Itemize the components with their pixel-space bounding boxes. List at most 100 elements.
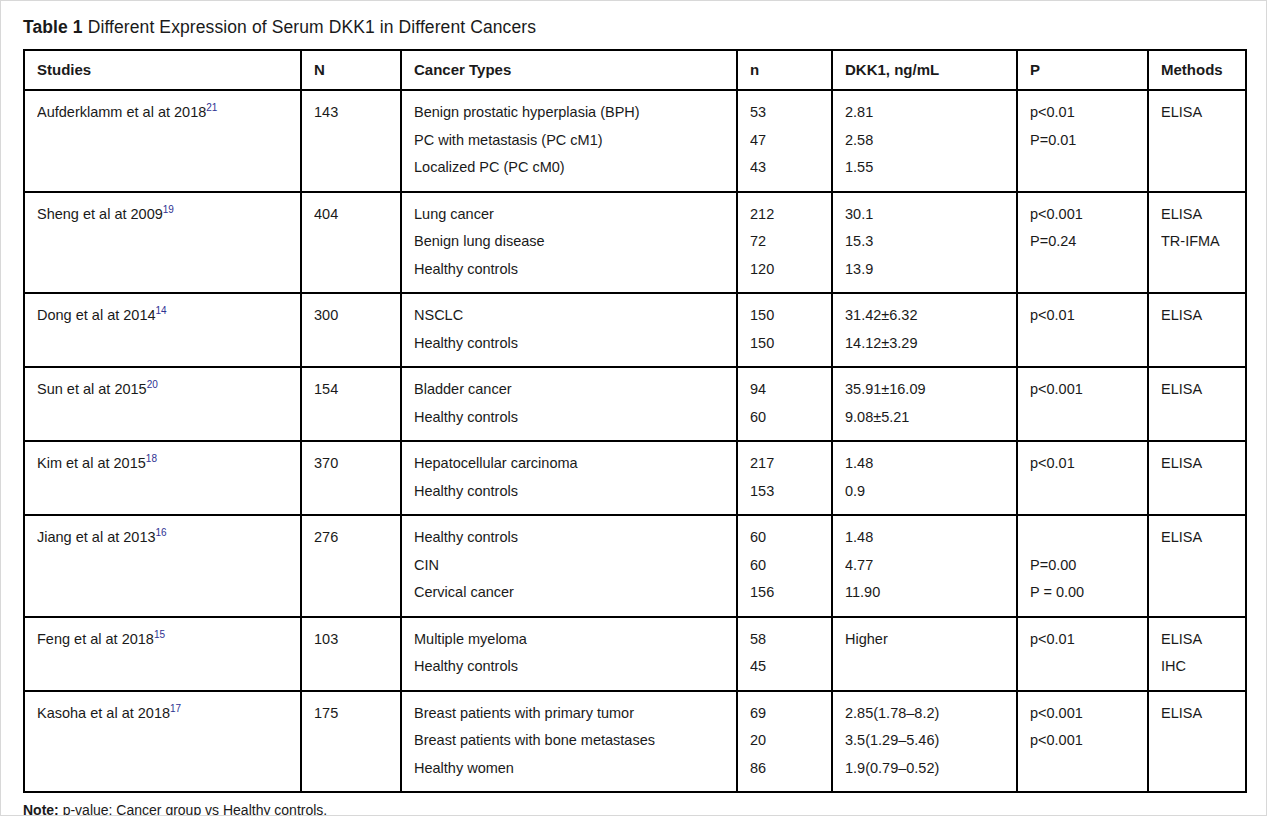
study-cell: Dong et al at 201414	[24, 293, 301, 367]
cell-line: Breast patients with bone metastases	[414, 727, 724, 755]
table-row: Sheng et al at 200919 404 Lung cancer Be…	[24, 192, 1246, 294]
cell-line: ELISA	[1161, 524, 1233, 552]
cell-line: 45	[750, 653, 819, 681]
cell-line: p<0.001	[1030, 727, 1135, 755]
cell-line: 2.81	[845, 99, 1004, 127]
dkk1-expression-table: Studies N Cancer Types n DKK1, ng/mL P M…	[23, 49, 1247, 793]
cell-line: 217	[750, 450, 819, 478]
n-cell: 60 60 156	[737, 515, 832, 617]
cell-line: ELISA	[1161, 99, 1233, 127]
header-cell-dkk1: DKK1, ng/mL	[832, 50, 1017, 90]
cell-line: 300	[314, 302, 388, 330]
cell-line: p<0.01	[1030, 99, 1135, 127]
cell-line: 150	[750, 330, 819, 358]
study-cell: Feng et al at 201815	[24, 617, 301, 691]
study-name: Feng et al at 201815	[37, 626, 288, 654]
p-cell: p<0.01	[1017, 617, 1148, 691]
cell-line: Bladder cancer	[414, 376, 724, 404]
cell-line: Hepatocellular carcinoma	[414, 450, 724, 478]
reference-link[interactable]: 18	[146, 453, 157, 464]
n-total-cell: 404	[301, 192, 401, 294]
cell-line: Healthy controls	[414, 524, 724, 552]
cell-line: 1.48	[845, 450, 1004, 478]
table-row: Kim et al at 201518 370 Hepatocellular c…	[24, 441, 1246, 515]
cell-line: Breast patients with primary tumor	[414, 700, 724, 728]
cell-line: p<0.001	[1030, 700, 1135, 728]
reference-link[interactable]: 21	[206, 102, 217, 113]
cell-line: Lung cancer	[414, 201, 724, 229]
reference-link[interactable]: 15	[154, 629, 165, 640]
table-row: Kasoha et al at 201817 175 Breast patien…	[24, 691, 1246, 793]
study-name: Aufderklamm et al at 201821	[37, 99, 288, 127]
n-total-cell: 300	[301, 293, 401, 367]
cell-line: 60	[750, 552, 819, 580]
cancer-types-cell: Benign prostatic hyperplasia (BPH) PC wi…	[401, 90, 737, 192]
reference-link[interactable]: 14	[156, 305, 167, 316]
n-cell: 150 150	[737, 293, 832, 367]
cell-line: 0.9	[845, 478, 1004, 506]
cell-line: 86	[750, 755, 819, 783]
table-title-label: Table 1	[23, 17, 83, 37]
dkk1-cell: 1.48 4.77 11.90	[832, 515, 1017, 617]
reference-link[interactable]: 16	[156, 527, 167, 538]
cell-line	[1030, 524, 1135, 552]
methods-cell: ELISA	[1148, 515, 1246, 617]
cell-line: 11.90	[845, 579, 1004, 607]
cell-line: 2.58	[845, 127, 1004, 155]
p-cell: P=0.00 P = 0.00	[1017, 515, 1148, 617]
cancer-types-cell: NSCLC Healthy controls	[401, 293, 737, 367]
p-cell: p<0.01	[1017, 441, 1148, 515]
dkk1-cell: Higher	[832, 617, 1017, 691]
cell-line: 3.5(1.29–5.46)	[845, 727, 1004, 755]
cell-line: p<0.001	[1030, 201, 1135, 229]
cell-line: 175	[314, 700, 388, 728]
table-row: Feng et al at 201815 103 Multiple myelom…	[24, 617, 1246, 691]
cell-line: p<0.01	[1030, 302, 1135, 330]
study-cell: Kim et al at 201518	[24, 441, 301, 515]
reference-link[interactable]: 17	[170, 703, 181, 714]
n-total-cell: 154	[301, 367, 401, 441]
header-cell-N: N	[301, 50, 401, 90]
cancer-types-cell: Bladder cancer Healthy controls	[401, 367, 737, 441]
n-total-cell: 103	[301, 617, 401, 691]
header-cell-studies: Studies	[24, 50, 301, 90]
cell-line: Healthy controls	[414, 330, 724, 358]
cell-line: 13.9	[845, 256, 1004, 284]
cell-line: Healthy controls	[414, 478, 724, 506]
n-cell: 58 45	[737, 617, 832, 691]
reference-link[interactable]: 19	[163, 204, 174, 215]
cell-line: NSCLC	[414, 302, 724, 330]
cell-line: Higher	[845, 626, 1004, 654]
cell-line: IHC	[1161, 653, 1233, 681]
n-total-cell: 175	[301, 691, 401, 793]
header-row: Studies N Cancer Types n DKK1, ng/mL P M…	[24, 50, 1246, 90]
study-name: Sun et al at 201520	[37, 376, 288, 404]
table-row: Aufderklamm et al at 201821 143 Benign p…	[24, 90, 1246, 192]
dkk1-cell: 31.42±6.32 14.12±3.29	[832, 293, 1017, 367]
cell-line: P = 0.00	[1030, 579, 1135, 607]
p-cell: p<0.001 P=0.24	[1017, 192, 1148, 294]
cell-line: 143	[314, 99, 388, 127]
cell-line: 58	[750, 626, 819, 654]
study-name: Dong et al at 201414	[37, 302, 288, 330]
p-cell: p<0.01	[1017, 293, 1148, 367]
table-row: Jiang et al at 201316 276 Healthy contro…	[24, 515, 1246, 617]
cancer-types-cell: Lung cancer Benign lung disease Healthy …	[401, 192, 737, 294]
p-cell: p<0.01 P=0.01	[1017, 90, 1148, 192]
cell-line: 103	[314, 626, 388, 654]
page: Table 1 Different Expression of Serum DK…	[1, 1, 1266, 816]
cell-line: 20	[750, 727, 819, 755]
cancer-types-cell: Healthy controls CIN Cervical cancer	[401, 515, 737, 617]
methods-cell: ELISA	[1148, 90, 1246, 192]
reference-link[interactable]: 20	[147, 379, 158, 390]
study-name: Kim et al at 201518	[37, 450, 288, 478]
n-cell: 53 47 43	[737, 90, 832, 192]
table-row: Dong et al at 201414 300 NSCLC Healthy c…	[24, 293, 1246, 367]
header-cell-cancer-types: Cancer Types	[401, 50, 737, 90]
cell-line: ELISA	[1161, 302, 1233, 330]
table-note: Note: p-value: Cancer group vs Healthy c…	[23, 802, 1244, 816]
cell-line: Cervical cancer	[414, 579, 724, 607]
cancer-types-cell: Multiple myeloma Healthy controls	[401, 617, 737, 691]
cell-line: 15.3	[845, 228, 1004, 256]
cell-line: Healthy women	[414, 755, 724, 783]
